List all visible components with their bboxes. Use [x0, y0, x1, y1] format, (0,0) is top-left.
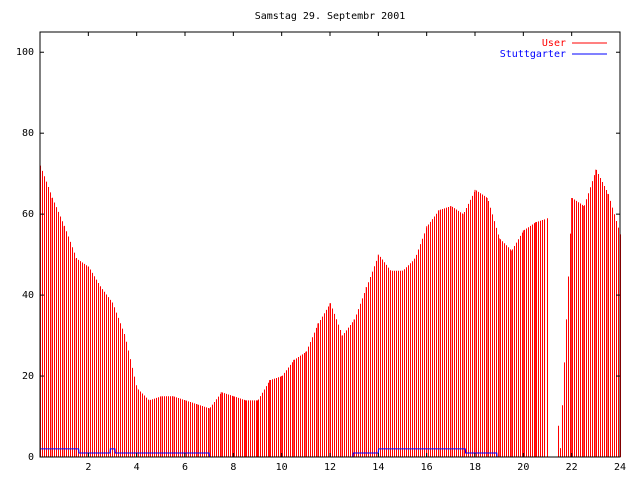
x-tick-label: 18	[469, 462, 481, 473]
y-tick-label: 100	[16, 47, 34, 58]
chart-title: Samstag 29. Septembr 2001	[255, 11, 406, 22]
x-tick-label: 12	[324, 462, 336, 473]
y-tick-label: 80	[22, 128, 34, 139]
x-tick-label: 8	[230, 462, 236, 473]
y-tick-label: 60	[22, 209, 34, 220]
y-tick-label: 40	[22, 290, 34, 301]
y-tick-label: 20	[22, 371, 34, 382]
x-tick-label: 16	[421, 462, 433, 473]
x-tick-label: 22	[566, 462, 578, 473]
x-tick-label: 6	[182, 462, 188, 473]
x-axis: 2 4 6 8 10 12 14 16 18 20 22 24	[85, 32, 626, 473]
x-tick-label: 10	[276, 462, 288, 473]
x-tick-label: 4	[134, 462, 140, 473]
legend-label: Stuttgarter	[500, 49, 566, 60]
x-tick-label: 14	[372, 462, 384, 473]
y-axis: 0 20 40 60 80 100	[16, 47, 620, 463]
x-tick-label: 24	[614, 462, 626, 473]
x-tick-label: 20	[517, 462, 529, 473]
x-tick-label: 2	[85, 462, 91, 473]
legend-label: User	[542, 38, 566, 49]
user-bars	[39, 165, 621, 457]
y-tick-label: 0	[28, 452, 34, 463]
